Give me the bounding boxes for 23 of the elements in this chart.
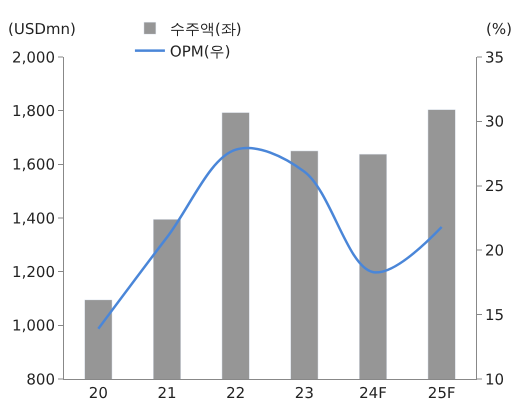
- x-tick-label: 20: [88, 384, 108, 402]
- x-tick-label: 23: [294, 384, 314, 402]
- x-tick-label: 24F: [359, 384, 387, 402]
- y-tick-label: 1,400: [12, 209, 55, 228]
- y-tick-label: 1,000: [12, 316, 55, 335]
- y2-tick-label: 30: [485, 112, 504, 131]
- x-tick-label: 25F: [428, 384, 456, 402]
- y-tick-label: 1,600: [12, 156, 55, 174]
- y-tick-label: 1,800: [12, 102, 55, 120]
- legend-label: OPM(우): [170, 42, 230, 61]
- y2-tick-label: 10: [485, 370, 504, 388]
- y-tick-label: 1,200: [12, 262, 55, 281]
- y2-axis-title: (%): [486, 20, 512, 38]
- x-tick-label: 22: [226, 384, 246, 402]
- y-tick-label: 2,000: [12, 48, 55, 66]
- y2-tick-label: 35: [485, 48, 504, 66]
- y-axis-title: (USDmn): [8, 20, 76, 38]
- x-tick-label: 21: [157, 384, 177, 402]
- y-tick-label: 800: [26, 370, 55, 388]
- y2-tick-label: 20: [485, 241, 504, 260]
- y2-tick-label: 25: [485, 177, 504, 196]
- y2-tick-label: 15: [485, 306, 504, 324]
- legend-label: 수주액(좌): [170, 20, 242, 38]
